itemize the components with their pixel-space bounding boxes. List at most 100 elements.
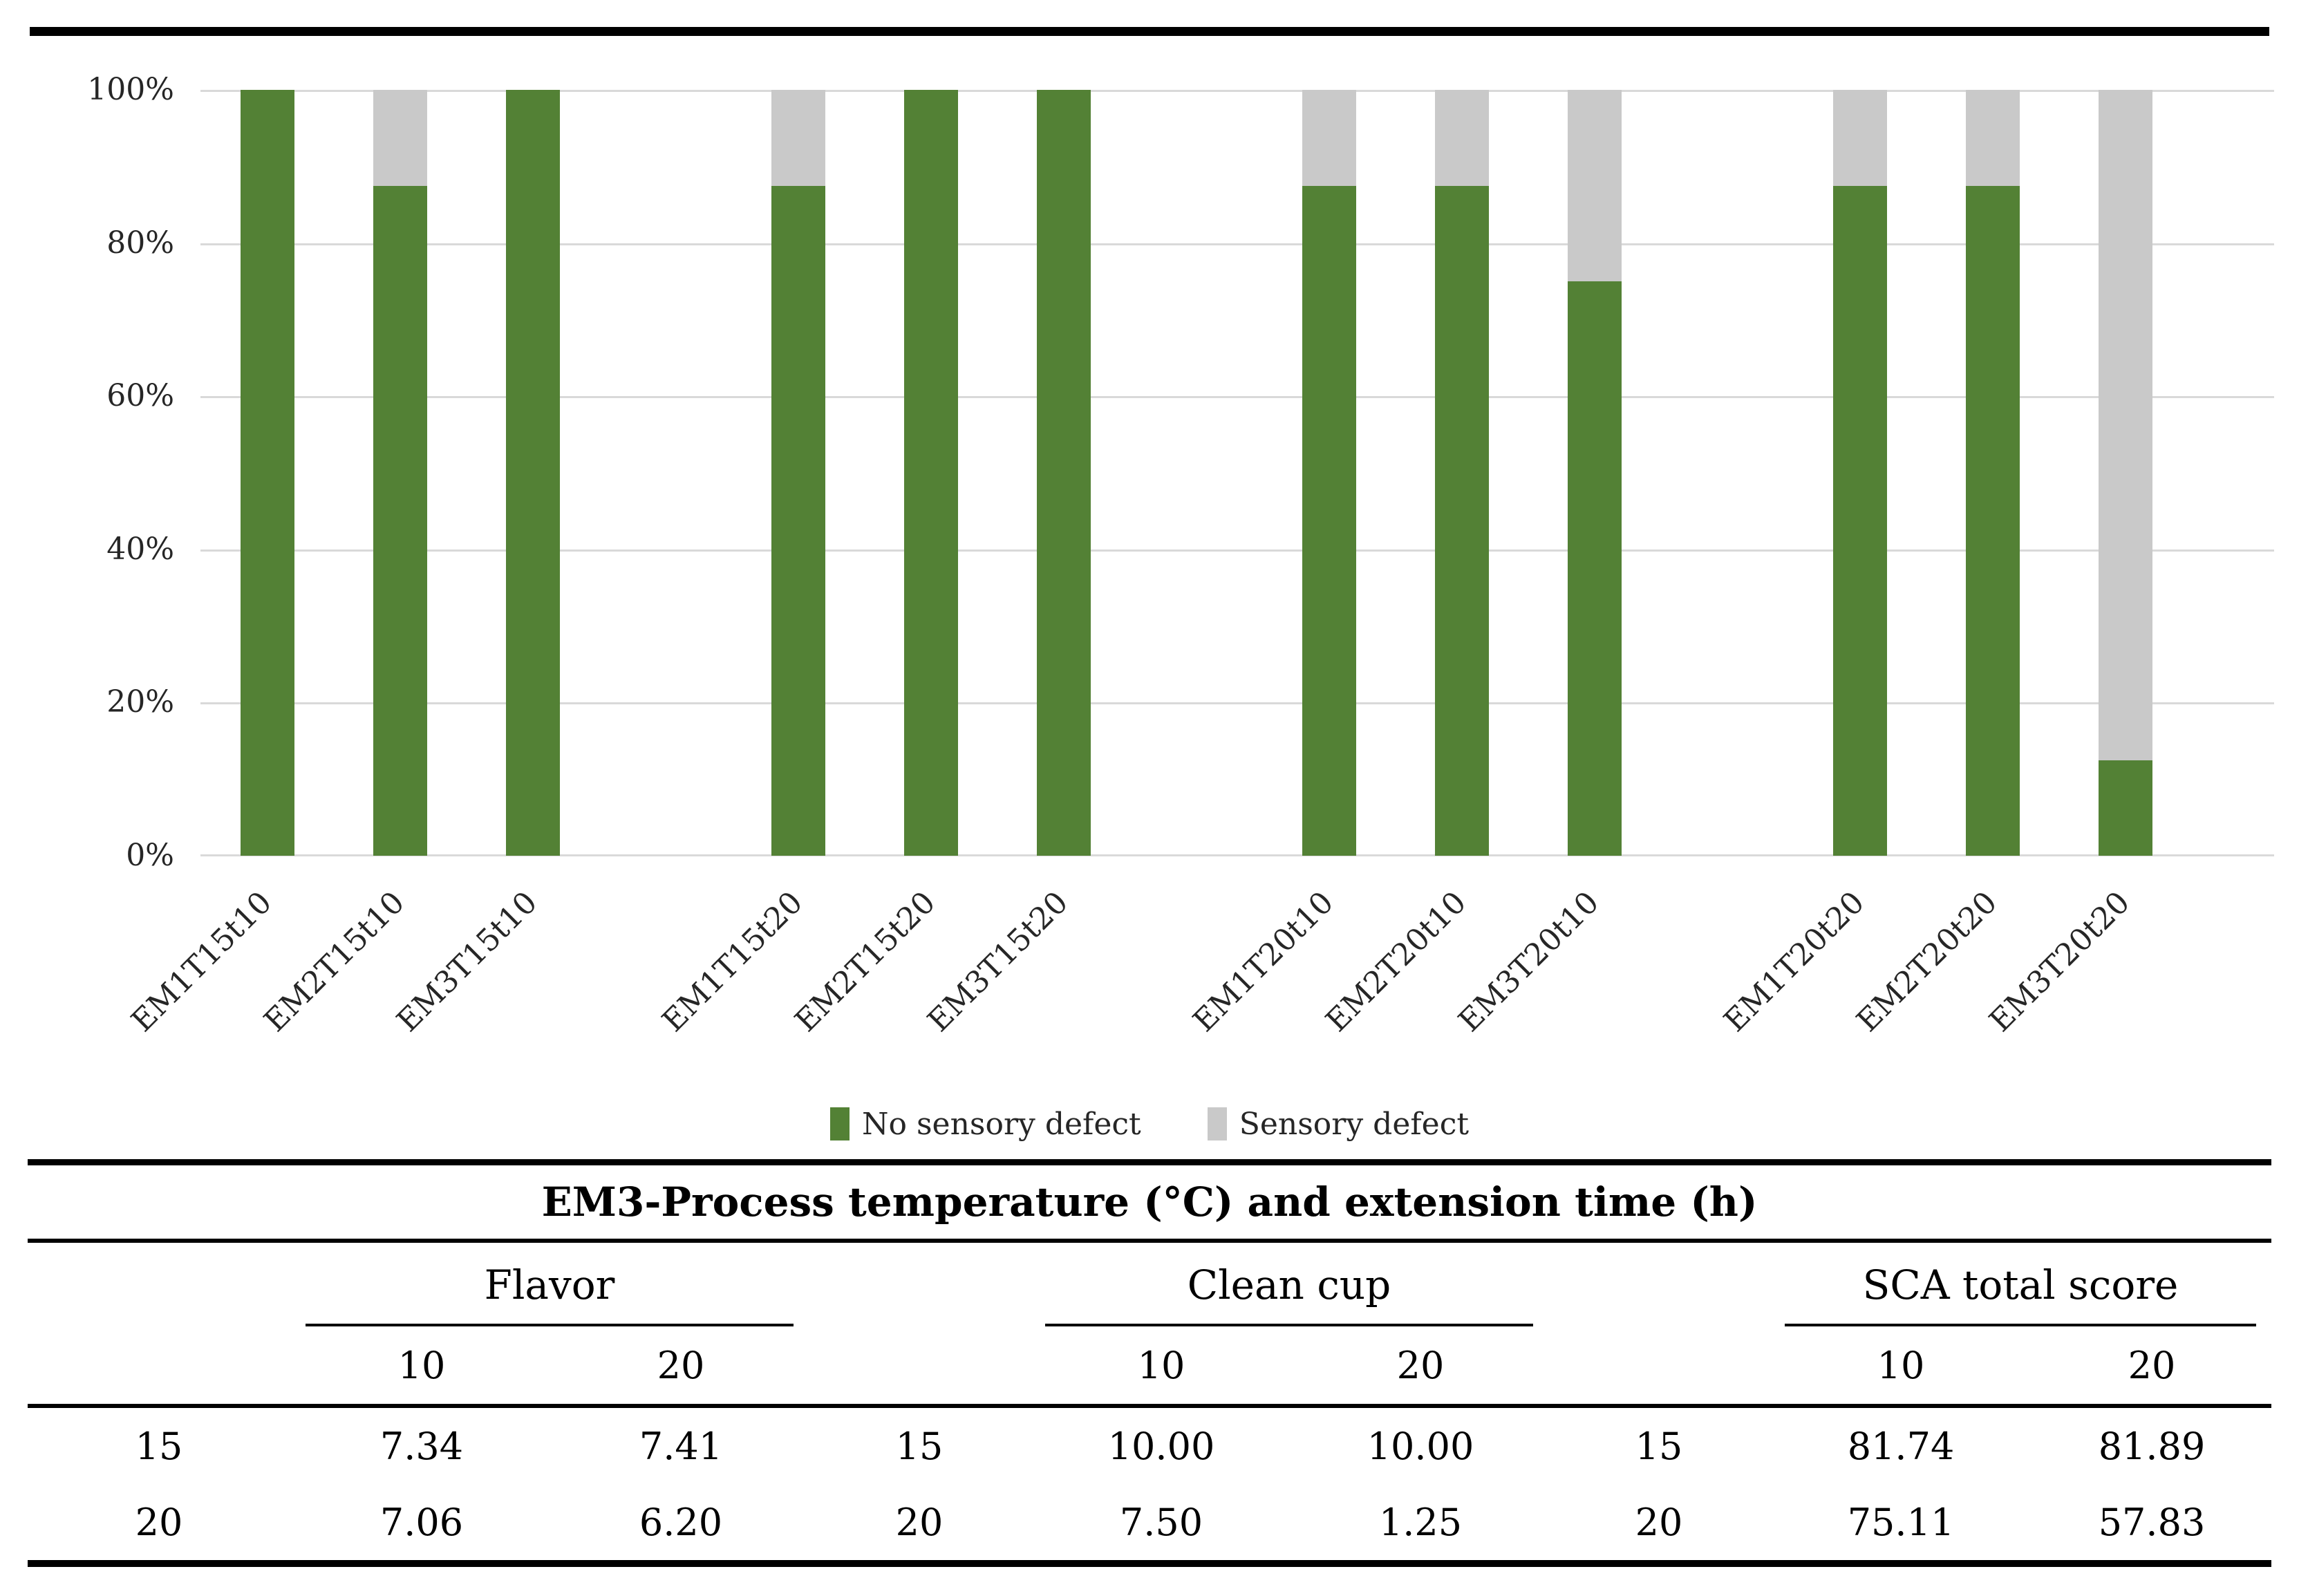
bar-segment [1568, 90, 1622, 281]
bar-segment [904, 90, 958, 856]
group-header-label: SCA total score [1862, 1261, 2179, 1308]
table-row: 15 7.34 7.41 15 10.00 10.00 15 81.74 81.89 [28, 1408, 2271, 1484]
bar-segment [1435, 90, 1489, 186]
bar-segment [241, 90, 294, 856]
group-header-1: Flavor [290, 1243, 809, 1326]
bar-EM2T15t20 [904, 90, 958, 856]
row-label-cell: 15 [135, 1424, 183, 1468]
plot-area [200, 90, 2274, 856]
value-cell: 1.25 [1378, 1500, 1463, 1544]
value-cell: 81.74 [1847, 1424, 1955, 1468]
x-tick-label: EM1T20t20 [1717, 885, 1872, 1039]
value-cell: 10.00 [1367, 1424, 1474, 1468]
table-group-header-row: Flavor Clean cup SCA total score [28, 1243, 2271, 1326]
value-cell: 81.89 [2098, 1424, 2206, 1468]
row-label-cell: 15 [1635, 1424, 1683, 1468]
bar-EM1T20t10 [1302, 90, 1356, 856]
table-row: 20 7.06 6.20 20 7.50 1.25 20 75.11 57.83 [28, 1484, 2271, 1560]
subheader-label: 10 [397, 1343, 446, 1387]
group-header-2: Clean cup [1030, 1243, 1548, 1326]
value-cell: 7.50 [1119, 1500, 1203, 1544]
figure-top-rule [30, 27, 2269, 36]
subheader-spacer [28, 1326, 290, 1404]
value-cell: 7.06 [379, 1500, 464, 1544]
legend-swatch-icon [829, 1107, 850, 1140]
legend-label: Sensory defect [1239, 1106, 1470, 1142]
y-tick-label: 100% [87, 72, 174, 107]
y-tick-label: 80% [106, 225, 174, 261]
subheader-label: 10 [1877, 1343, 1925, 1387]
value-cell: 10.00 [1107, 1424, 1215, 1468]
gridline [200, 243, 2274, 245]
bar-segment [771, 185, 825, 856]
subheader-label: 20 [657, 1343, 705, 1387]
x-tick-label: EM3T15t10 [390, 885, 545, 1039]
row-label-cell: 20 [135, 1500, 183, 1544]
table-body: 15 7.34 7.41 15 10.00 10.00 15 81.74 81.89 20 7.06… [28, 1408, 2271, 1560]
gridline [200, 396, 2274, 399]
legend-swatch-icon [1207, 1107, 1227, 1140]
value-cell: 7.41 [639, 1424, 723, 1468]
x-axis-line [200, 854, 2274, 856]
group-header-underline [1785, 1324, 2256, 1326]
bar-segment [1302, 185, 1356, 856]
bar-segment [1966, 185, 2020, 856]
table-rule [28, 1239, 2271, 1243]
x-tick-label: EM2T15t20 [788, 885, 943, 1039]
table-bottom-border [28, 1560, 2271, 1567]
x-tick-label: EM1T15t10 [124, 885, 279, 1039]
subheader-label: 20 [1396, 1343, 1445, 1387]
stacked-bar-chart: 0% 20% 40% 60% 80% 100% EM1T15t10 EM2T15t10 EM3… [0, 72, 2299, 1145]
x-tick-label: EM2T15t10 [257, 885, 412, 1039]
chart-legend: No sensory defect Sensory defect [0, 1103, 2299, 1145]
bar-segment [506, 90, 560, 856]
bar-segment [373, 90, 427, 186]
bar-EM2T20t10 [1435, 90, 1489, 856]
bar-segment [2099, 90, 2152, 760]
gridline [200, 702, 2274, 705]
table-subheader-row: 10 20 10 20 10 20 [28, 1326, 2271, 1404]
row-label-cell: 20 [895, 1500, 944, 1544]
bar-segment [1037, 90, 1091, 856]
bar-EM3T20t20 [2099, 90, 2152, 856]
legend-item: No sensory defect [829, 1107, 1141, 1142]
group-header-label: Clean cup [1187, 1261, 1391, 1308]
bar-segment [1833, 185, 1887, 856]
group-header-underline [1045, 1324, 1533, 1326]
subheader-label: 20 [2128, 1343, 2176, 1387]
subheader-label: 10 [1137, 1343, 1185, 1387]
group-header-underline [306, 1324, 794, 1326]
x-tick-label: EM3T20t10 [1452, 885, 1606, 1039]
bar-segment [771, 90, 825, 186]
x-tick-label: EM1T15t20 [655, 885, 810, 1039]
x-tick-label: EM2T20t10 [1319, 885, 1474, 1039]
y-tick-label: 20% [106, 684, 174, 720]
bar-EM3T15t10 [506, 90, 560, 856]
table-title: EM3-Process temperature (°C) and extensi… [541, 1179, 1758, 1226]
legend-item: Sensory defect [1207, 1106, 1470, 1142]
x-tick-label: EM1T20t10 [1186, 885, 1341, 1039]
y-tick-label: 0% [126, 838, 174, 873]
x-axis-labels: EM1T15t10 EM2T15t10 EM3T15t10 EM1T15t20 EM2T… [124, 856, 2274, 1105]
bar-segment [1966, 90, 2020, 186]
bar-EM1T20t20 [1833, 90, 1887, 856]
bar-segment [1435, 185, 1489, 856]
value-cell: 7.34 [379, 1424, 464, 1468]
y-tick-label: 40% [106, 531, 174, 567]
bar-EM2T15t10 [373, 90, 427, 856]
gridline [200, 549, 2274, 552]
table-top-border [28, 1159, 2271, 1165]
bar-segment [1302, 90, 1356, 186]
group-header-3: SCA total score [1770, 1243, 2271, 1326]
table-rule [28, 1404, 2271, 1408]
x-tick-label: EM2T20t20 [1850, 885, 2005, 1039]
bar-EM3T20t10 [1568, 90, 1622, 856]
group-header-label: Flavor [484, 1261, 615, 1308]
bar-EM3T15t20 [1037, 90, 1091, 856]
bar-EM1T15t20 [771, 90, 825, 856]
subheader-spacer [1548, 1326, 1770, 1404]
gridline [200, 90, 2274, 92]
subheader-spacer [809, 1326, 1030, 1404]
bar-segment [373, 185, 427, 856]
value-cell: 75.11 [1847, 1500, 1955, 1544]
